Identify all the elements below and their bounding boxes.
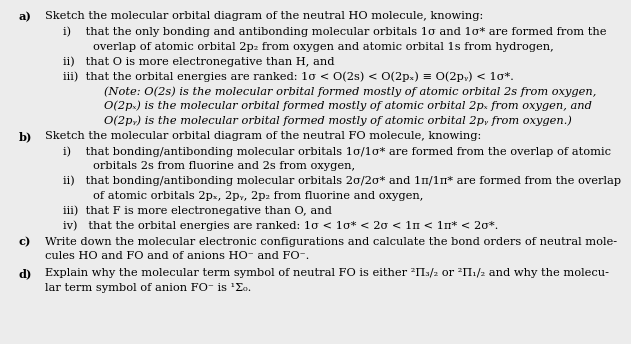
Text: Sketch the molecular orbital diagram of the neutral FO molecule, knowing:: Sketch the molecular orbital diagram of … [45, 131, 481, 141]
Text: i)    that the only bonding and antibonding molecular orbitals 1σ and 1σ* are fo: i) that the only bonding and antibonding… [63, 27, 606, 37]
Text: ii)   that bonding/antibonding molecular orbitals 2σ/2σ* and 1π/1π* are formed f: ii) that bonding/antibonding molecular o… [63, 176, 622, 186]
Text: i)    that bonding/antibonding molecular orbitals 1σ/1σ* are formed from the ove: i) that bonding/antibonding molecular or… [63, 146, 611, 157]
Text: b): b) [19, 131, 32, 142]
Text: iv)   that the orbital energies are ranked: 1σ < 1σ* < 2σ < 1π < 1π* < 2σ*.: iv) that the orbital energies are ranked… [63, 220, 498, 231]
Text: a): a) [19, 11, 32, 22]
Text: O(2pₓ) is the molecular orbital formed mostly of atomic orbital 2pₓ from oxygen,: O(2pₓ) is the molecular orbital formed m… [104, 101, 592, 111]
Text: Write down the molecular electronic configurations and calculate the bond orders: Write down the molecular electronic conf… [45, 237, 618, 247]
Text: orbitals 2s from fluorine and 2s from oxygen,: orbitals 2s from fluorine and 2s from ox… [93, 161, 355, 171]
Text: iii)  that F is more electronegative than O, and: iii) that F is more electronegative than… [63, 205, 332, 216]
Text: cules HO and FO and of anions HO⁻ and FO⁻.: cules HO and FO and of anions HO⁻ and FO… [45, 251, 310, 261]
Text: c): c) [19, 237, 32, 248]
Text: O(2pᵧ) is the molecular orbital formed mostly of atomic orbital 2pᵧ from oxygen.: O(2pᵧ) is the molecular orbital formed m… [104, 116, 572, 126]
Text: ii)   that O is more electronegative than H, and: ii) that O is more electronegative than … [63, 56, 334, 67]
Text: of atomic orbitals 2pₓ, 2pᵧ, 2p₂ from fluorine and oxygen,: of atomic orbitals 2pₓ, 2pᵧ, 2p₂ from fl… [93, 191, 424, 201]
Text: Explain why the molecular term symbol of neutral FO is either ²Π₃/₂ or ²Π₁/₂ and: Explain why the molecular term symbol of… [45, 268, 610, 278]
Text: iii)  that the orbital energies are ranked: 1σ < O(2s) < O(2pₓ) ≡ O(2pᵧ) < 1σ*.: iii) that the orbital energies are ranke… [63, 71, 514, 82]
Text: lar term symbol of anion FO⁻ is ¹Σ₀.: lar term symbol of anion FO⁻ is ¹Σ₀. [45, 283, 252, 293]
Text: (Note: O(2s) is the molecular orbital formed mostly of atomic orbital 2s from ox: (Note: O(2s) is the molecular orbital fo… [104, 86, 596, 97]
Text: Sketch the molecular orbital diagram of the neutral HO molecule, knowing:: Sketch the molecular orbital diagram of … [45, 11, 484, 21]
Text: overlap of atomic orbital 2p₂ from oxygen and atomic orbital 1s from hydrogen,: overlap of atomic orbital 2p₂ from oxyge… [93, 42, 554, 52]
Text: d): d) [19, 268, 32, 279]
